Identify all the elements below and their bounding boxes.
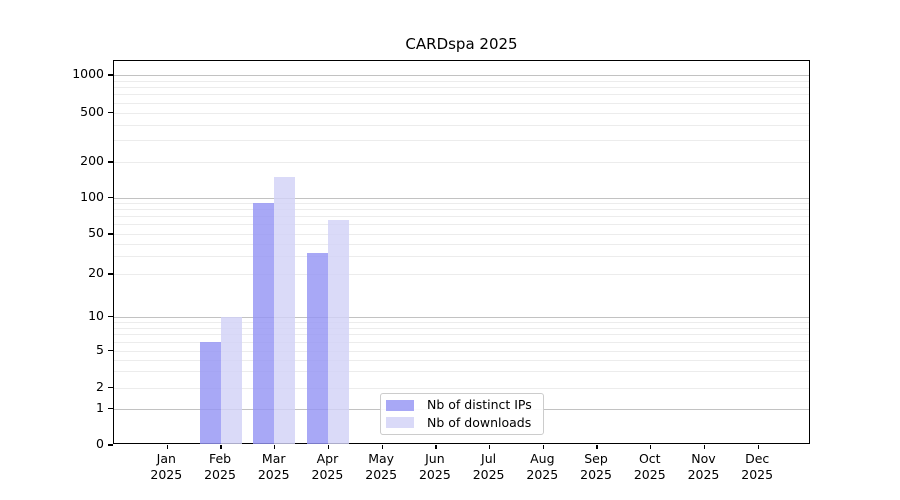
x-axis-label-feb: Feb 2025	[204, 451, 236, 482]
legend: Nb of distinct IPs Nb of downloads	[380, 393, 544, 435]
x-axis-label-sep: Sep 2025	[580, 451, 612, 482]
x-axis-label-may: May 2025	[365, 451, 398, 482]
x-axis-tick-aug	[542, 444, 545, 449]
y-axis-label-0: 0	[96, 436, 104, 451]
x-axis-label-nov: Nov 2025	[687, 451, 720, 482]
gridline-minor	[114, 243, 809, 245]
legend-item-downloads: Nb of downloads	[386, 415, 537, 431]
x-axis-tick-dec	[757, 444, 759, 449]
bar-distinct-ips-feb	[199, 341, 221, 444]
y-axis-tick-20	[107, 273, 113, 275]
y-axis-label-2: 2	[96, 378, 104, 394]
x-axis-tick-jul	[489, 444, 491, 449]
x-axis-label-oct: Oct 2025	[633, 451, 666, 482]
gridline-minor	[114, 216, 809, 218]
gridline-minor	[114, 203, 809, 205]
x-axis-tick-feb	[220, 444, 222, 449]
y-axis-tick-10	[107, 316, 113, 318]
chart-title: CARDspa 2025	[405, 35, 518, 53]
gridline-minor	[114, 102, 809, 104]
gridline-major	[114, 316, 809, 318]
y-axis-tick-50	[107, 233, 113, 235]
gridline-minor	[114, 80, 809, 82]
x-axis-tick-apr	[327, 444, 330, 449]
y-axis-label-20: 20	[88, 265, 104, 280]
legend-swatch-downloads	[386, 417, 414, 428]
legend-label-distinct-ips: Nb of distinct IPs	[427, 397, 532, 413]
y-axis-label-500: 500	[80, 103, 104, 119]
gridline-minor	[114, 112, 809, 114]
x-axis-tick-jun	[435, 444, 437, 449]
x-axis-label-jan: Jan 2025	[150, 451, 183, 482]
x-axis-label-jul: Jul 2025	[472, 451, 505, 482]
y-axis-tick-200	[107, 161, 113, 163]
y-axis-tick-5	[107, 349, 113, 352]
gridline-minor	[114, 87, 809, 89]
bar-downloads-apr	[327, 220, 349, 444]
gridline-minor	[114, 256, 809, 258]
gridline-minor	[114, 224, 809, 226]
bar-downloads-feb	[220, 316, 242, 444]
y-axis-label-1: 1	[96, 399, 104, 415]
legend-swatch-distinct-ips	[386, 400, 414, 411]
y-axis-tick-100	[107, 197, 113, 199]
gridline-minor	[114, 334, 809, 336]
gridline-minor	[114, 234, 809, 235]
y-axis-label-10: 10	[88, 307, 104, 323]
x-axis-tick-mar	[274, 444, 276, 449]
y-axis-tick-2	[107, 386, 113, 389]
gridline-minor	[114, 209, 809, 211]
gridline-minor	[114, 359, 809, 361]
x-axis-label-mar: Mar 2025	[257, 451, 290, 482]
y-axis-label-200: 200	[80, 153, 104, 168]
x-axis-label-apr: Apr 2025	[311, 451, 344, 482]
y-axis-label-100: 100	[80, 188, 104, 204]
gridline-minor	[114, 341, 809, 343]
x-axis-label-jun: Jun 2025	[418, 451, 451, 482]
gridline-major	[114, 75, 809, 76]
x-axis-tick-jan	[166, 444, 168, 449]
y-axis-tick-1	[107, 407, 113, 410]
gridline-minor	[114, 274, 809, 275]
bar-downloads-mar	[274, 176, 296, 444]
legend-item-distinct-ips: Nb of distinct IPs	[386, 397, 537, 413]
gridline-major	[114, 197, 809, 199]
y-axis-label-50: 50	[88, 225, 104, 240]
gridline-minor	[114, 162, 809, 163]
gridline-minor	[114, 94, 809, 96]
bar-distinct-ips-apr	[306, 253, 328, 444]
y-axis-tick-0	[107, 444, 113, 446]
gridline-minor	[114, 321, 809, 323]
legend-label-downloads: Nb of downloads	[427, 414, 532, 430]
gridline-minor	[114, 124, 809, 126]
plot-area	[107, 60, 810, 449]
x-axis-tick-sep	[596, 444, 598, 449]
x-axis-label-aug: Aug 2025	[526, 451, 559, 482]
gridline-minor	[114, 327, 809, 329]
gridline-minor	[114, 140, 809, 142]
x-axis-label-dec: Dec 2025	[741, 451, 774, 482]
y-axis-tick-1000	[107, 74, 113, 76]
x-axis-tick-oct	[650, 444, 652, 449]
x-axis-tick-may	[381, 444, 383, 449]
x-axis-tick-nov	[703, 444, 706, 449]
y-axis-tick-500	[107, 112, 113, 114]
gridline-minor	[114, 350, 809, 352]
gridline-minor	[114, 371, 809, 373]
y-axis-label-5: 5	[96, 341, 104, 357]
bar-distinct-ips-mar	[253, 203, 275, 444]
gridline-minor	[114, 387, 809, 389]
y-axis-label-1000: 1000	[72, 66, 104, 81]
